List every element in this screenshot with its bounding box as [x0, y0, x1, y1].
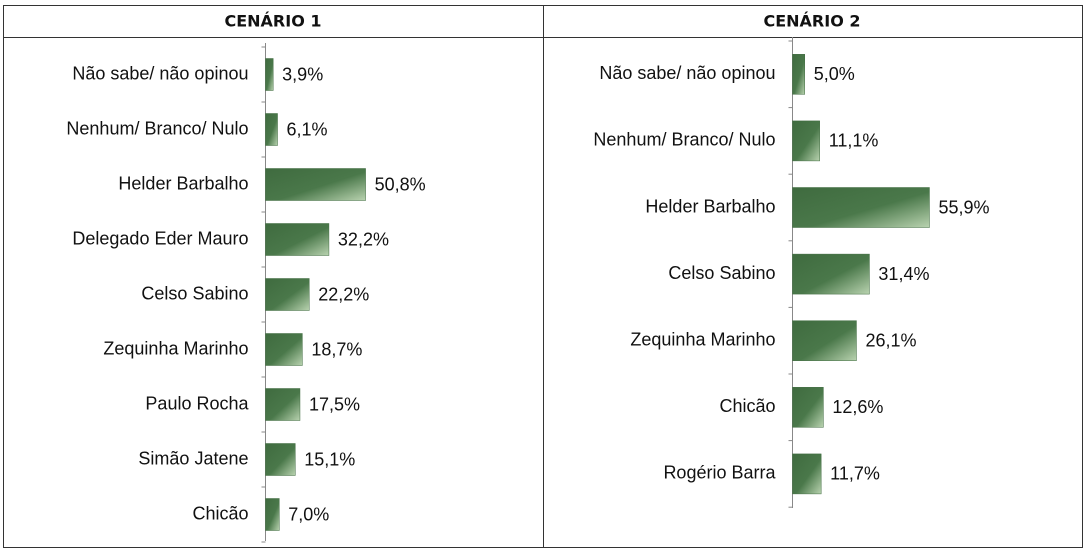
bar: [792, 187, 930, 228]
bar: [792, 120, 820, 162]
category-label: Paulo Rocha: [145, 393, 249, 413]
bar: [265, 333, 303, 366]
value-label: 15,1%: [304, 449, 355, 469]
value-label: 5,0%: [814, 64, 855, 84]
bar: [792, 253, 870, 295]
category-label: Helder Barbalho: [645, 196, 775, 216]
category-label: Celso Sabino: [141, 283, 248, 303]
category-label: Chicão: [192, 503, 248, 523]
bar: [265, 223, 330, 256]
bar: [265, 58, 274, 91]
category-label: Nenhum/ Branco/ Nulo: [593, 130, 775, 150]
bar: [265, 113, 278, 146]
value-label: 3,9%: [282, 64, 323, 84]
bar: [265, 168, 366, 201]
category-label: Delegado Eder Mauro: [72, 228, 248, 248]
value-label: 18,7%: [311, 339, 362, 359]
value-label: 11,7%: [830, 464, 880, 484]
bar: [265, 388, 301, 421]
value-label: 22,2%: [318, 284, 369, 304]
bar: [792, 54, 805, 95]
category-label: Celso Sabino: [668, 263, 775, 283]
value-label: 55,9%: [938, 197, 989, 217]
bar: [265, 443, 296, 476]
value-label: 6,1%: [287, 119, 328, 139]
value-label: 26,1%: [865, 330, 916, 350]
chart-title: CENÁRIO 1: [224, 12, 321, 31]
value-label: 17,5%: [309, 394, 360, 414]
value-label: 11,1%: [829, 131, 879, 151]
category-label: Não sabe/ não opinou: [599, 63, 775, 83]
bar: [792, 387, 824, 428]
category-label: Zequinha Marinho: [103, 338, 248, 358]
value-label: 31,4%: [878, 264, 929, 284]
bar: [792, 320, 857, 361]
value-label: 12,6%: [832, 397, 883, 417]
bar: [265, 278, 310, 311]
category-label: Zequinha Marinho: [630, 329, 775, 349]
value-label: 7,0%: [288, 504, 329, 524]
chart-title: CENÁRIO 2: [763, 12, 860, 31]
category-label: Simão Jatene: [138, 448, 248, 468]
bar: [792, 453, 822, 495]
bar: [265, 498, 280, 531]
value-label: 50,8%: [375, 174, 426, 194]
category-label: Helder Barbalho: [118, 173, 248, 193]
category-label: Nenhum/ Branco/ Nulo: [66, 118, 248, 138]
value-label: 32,2%: [338, 229, 389, 249]
category-label: Não sabe/ não opinou: [72, 63, 248, 83]
category-label: Chicão: [719, 396, 775, 416]
category-label: Rogério Barra: [663, 463, 776, 483]
